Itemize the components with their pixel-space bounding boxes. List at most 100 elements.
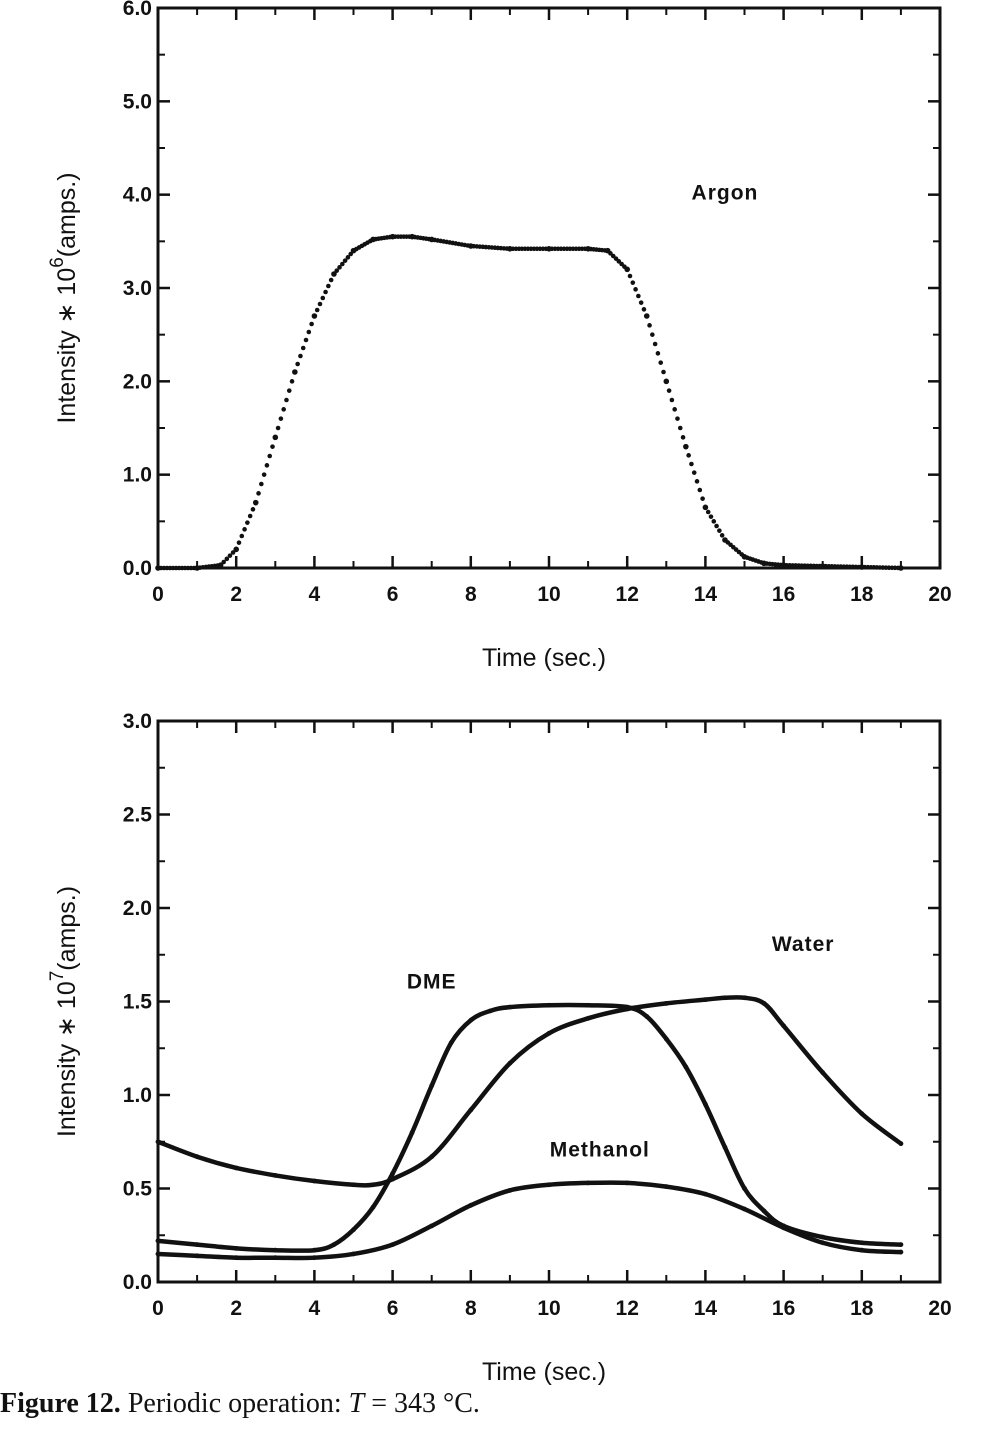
x-tick-label: 6 — [387, 1297, 399, 1320]
series-dot — [694, 479, 700, 484]
data-point-argon — [194, 565, 200, 571]
x-tick-label: 14 — [694, 583, 718, 606]
series-dot — [281, 407, 286, 412]
data-point-methanol — [429, 1223, 435, 1229]
series-dot — [666, 388, 672, 393]
data-point-argon — [663, 378, 670, 385]
series-dot — [242, 527, 247, 532]
series-dot — [264, 463, 270, 468]
data-point-argon — [350, 247, 357, 254]
data-point-dme — [663, 1036, 669, 1042]
data-point-dme — [409, 1130, 415, 1135]
series-dot — [259, 481, 264, 487]
data-point-dme — [820, 1234, 826, 1240]
x-tick-label: 0 — [152, 1297, 164, 1320]
y-tick-label: 1.0 — [123, 464, 152, 487]
series-line-methanol — [155, 1180, 904, 1261]
data-point-dme — [742, 1186, 747, 1191]
data-point-argon — [643, 313, 650, 319]
data-point-dme — [370, 1204, 376, 1210]
data-point-dme — [507, 1004, 513, 1010]
data-point-dme — [585, 1002, 591, 1008]
data-point-methanol — [390, 1242, 395, 1247]
data-point-dme — [233, 1245, 239, 1251]
x-tick-label: 14 — [694, 1297, 718, 1320]
series-dot — [705, 509, 711, 515]
series-dot — [227, 553, 233, 558]
series-dot — [680, 435, 686, 440]
series-dot — [342, 258, 348, 263]
series-dot — [669, 397, 675, 403]
series-dot — [278, 416, 284, 421]
data-point-argon — [428, 236, 435, 243]
data-point-water — [898, 1141, 904, 1147]
x-tick-label: 16 — [772, 1297, 795, 1320]
data-point-argon — [292, 369, 298, 375]
data-point-water — [742, 995, 747, 1001]
data-point-methanol — [155, 1251, 161, 1257]
data-point-argon — [819, 563, 826, 569]
data-point-water — [722, 995, 728, 1001]
data-point-dme — [272, 1247, 278, 1253]
series-dot — [298, 353, 303, 359]
y-tick-label: 3.0 — [123, 710, 152, 733]
series-dot — [303, 337, 309, 343]
data-point-water — [429, 1154, 435, 1160]
series-dot — [295, 361, 300, 367]
data-point-dme — [312, 1247, 317, 1253]
data-point-water — [390, 1176, 395, 1182]
data-point-argon — [624, 266, 630, 273]
data-point-methanol — [898, 1249, 904, 1255]
data-point-water — [370, 1182, 376, 1188]
data-point-argon — [507, 246, 513, 252]
x-tick-label: 16 — [772, 583, 795, 606]
data-point-methanol — [272, 1255, 278, 1261]
series-dot — [275, 425, 281, 431]
series-dot — [689, 461, 694, 467]
series-dot — [647, 323, 652, 328]
series-dot — [326, 283, 331, 289]
data-point-water — [859, 1111, 865, 1117]
data-point-argon — [331, 271, 337, 277]
data-point-dme — [390, 1171, 395, 1176]
x-tick-label: 2 — [230, 583, 242, 606]
data-point-argon — [859, 564, 865, 570]
data-point-argon — [370, 236, 376, 243]
data-point-argon — [761, 560, 767, 567]
x-tick-label: 10 — [537, 583, 560, 606]
series-dot — [719, 533, 725, 538]
y-tick-label: 6.0 — [123, 0, 152, 20]
y-axis-title: Intensity ∗ 106(amps.) — [47, 172, 81, 423]
series-dot — [661, 369, 666, 375]
data-point-methanol — [820, 1240, 826, 1246]
data-point-argon — [780, 562, 787, 568]
series-dot — [636, 293, 641, 299]
data-point-methanol — [663, 1184, 669, 1190]
series-label-water: Water — [772, 933, 835, 956]
series-dot — [289, 379, 295, 384]
series-dot — [247, 513, 253, 519]
x-axis-title: Time (sec.) — [482, 644, 606, 672]
y-tick-label: 0.5 — [123, 1178, 153, 1201]
x-tick-label: 10 — [537, 1297, 560, 1320]
data-point-dme — [351, 1227, 356, 1233]
data-point-argon — [898, 565, 904, 571]
series-dot — [700, 496, 705, 501]
series-dot — [284, 397, 289, 403]
x-tick-label: 12 — [616, 583, 639, 606]
data-point-methanol — [233, 1255, 239, 1261]
data-point-dme — [487, 1008, 493, 1014]
series-dot — [652, 341, 658, 347]
series-line-dme — [155, 1002, 904, 1253]
series-dot — [309, 321, 314, 327]
data-point-dme — [155, 1238, 161, 1244]
y-tick-label: 3.0 — [123, 277, 152, 300]
series-dot — [256, 491, 261, 496]
data-point-dme — [429, 1083, 435, 1089]
data-point-argon — [585, 246, 591, 252]
series-dot — [345, 255, 351, 260]
data-point-argon — [155, 565, 161, 571]
data-point-water — [546, 1030, 552, 1036]
series-label-argon: Argon — [692, 181, 759, 204]
series-dot — [320, 295, 326, 301]
